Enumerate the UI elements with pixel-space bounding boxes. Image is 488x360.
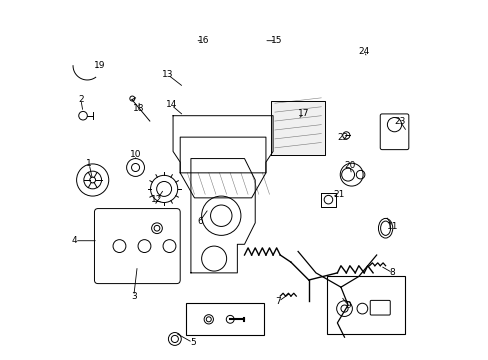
Text: 6: 6 xyxy=(197,217,203,226)
Text: 9: 9 xyxy=(345,301,350,310)
Text: 15: 15 xyxy=(270,36,282,45)
Text: 17: 17 xyxy=(297,109,308,118)
Text: 1: 1 xyxy=(86,159,92,168)
Text: 20: 20 xyxy=(344,161,355,170)
Text: 5: 5 xyxy=(189,338,195,347)
Text: 24: 24 xyxy=(358,47,369,56)
Text: 19: 19 xyxy=(94,61,105,70)
Text: 22: 22 xyxy=(336,132,347,141)
Text: 16: 16 xyxy=(197,36,209,45)
Text: 7: 7 xyxy=(275,297,281,306)
Text: 13: 13 xyxy=(162,70,173,79)
Polygon shape xyxy=(271,102,324,155)
Text: 12: 12 xyxy=(151,195,163,204)
Text: 4: 4 xyxy=(72,236,78,245)
Text: 23: 23 xyxy=(393,117,405,126)
Text: 21: 21 xyxy=(333,190,344,199)
Text: 10: 10 xyxy=(129,150,141,159)
Text: 3: 3 xyxy=(131,292,136,301)
Text: 2: 2 xyxy=(78,95,83,104)
Text: 18: 18 xyxy=(133,104,144,113)
Text: 8: 8 xyxy=(389,268,395,277)
Text: 14: 14 xyxy=(165,100,177,109)
Bar xyxy=(326,276,405,334)
Text: 11: 11 xyxy=(386,222,398,231)
Bar xyxy=(185,303,264,336)
